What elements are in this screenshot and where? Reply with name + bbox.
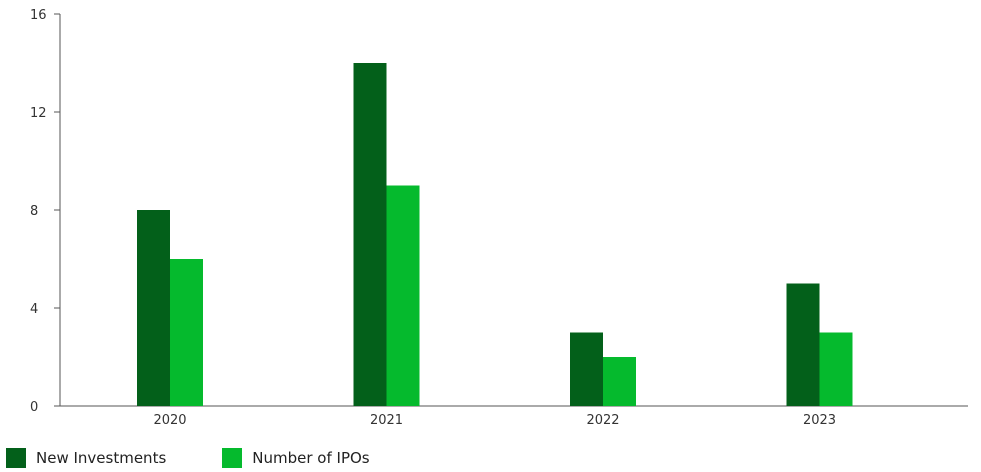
y-tick-label: 16 xyxy=(30,8,47,23)
legend-swatch-new-investments xyxy=(6,448,26,468)
bar-new-investments-2021 xyxy=(353,63,387,406)
y-tick-label: 0 xyxy=(30,400,38,415)
bars xyxy=(137,63,853,406)
bar-chart: 0 4 8 12 16 2020 2021 2022 2023 xyxy=(30,8,968,428)
bar-new-investments-2020 xyxy=(137,210,170,406)
legend-label-number-of-ipos: Number of IPOs xyxy=(252,449,370,467)
bar-number-of-ipos-2020 xyxy=(170,259,203,406)
legend: New Investments Number of IPOs xyxy=(6,448,426,468)
x-axis: 2020 2021 2022 2023 xyxy=(60,405,968,428)
legend-swatch-number-of-ipos xyxy=(222,448,243,468)
bar-number-of-ipos-2022 xyxy=(603,357,636,406)
legend-item-new-investments: New Investments xyxy=(6,448,166,468)
y-axis: 0 4 8 12 16 xyxy=(30,8,61,415)
legend-label-new-investments: New Investments xyxy=(36,449,167,467)
legend-item-number-of-ipos: Number of IPOs xyxy=(222,448,370,468)
y-tick-label: 8 xyxy=(30,204,38,219)
bar-number-of-ipos-2023 xyxy=(819,332,853,406)
y-tick-label: 4 xyxy=(30,302,38,317)
bar-new-investments-2023 xyxy=(786,283,820,406)
y-tick-label: 12 xyxy=(30,106,47,121)
x-tick-label: 2023 xyxy=(803,413,836,428)
bar-number-of-ipos-2021 xyxy=(386,185,420,406)
x-tick-label: 2020 xyxy=(153,413,186,428)
x-tick-label: 2021 xyxy=(370,413,403,428)
x-tick-label: 2022 xyxy=(586,413,619,428)
bar-new-investments-2022 xyxy=(570,332,603,406)
